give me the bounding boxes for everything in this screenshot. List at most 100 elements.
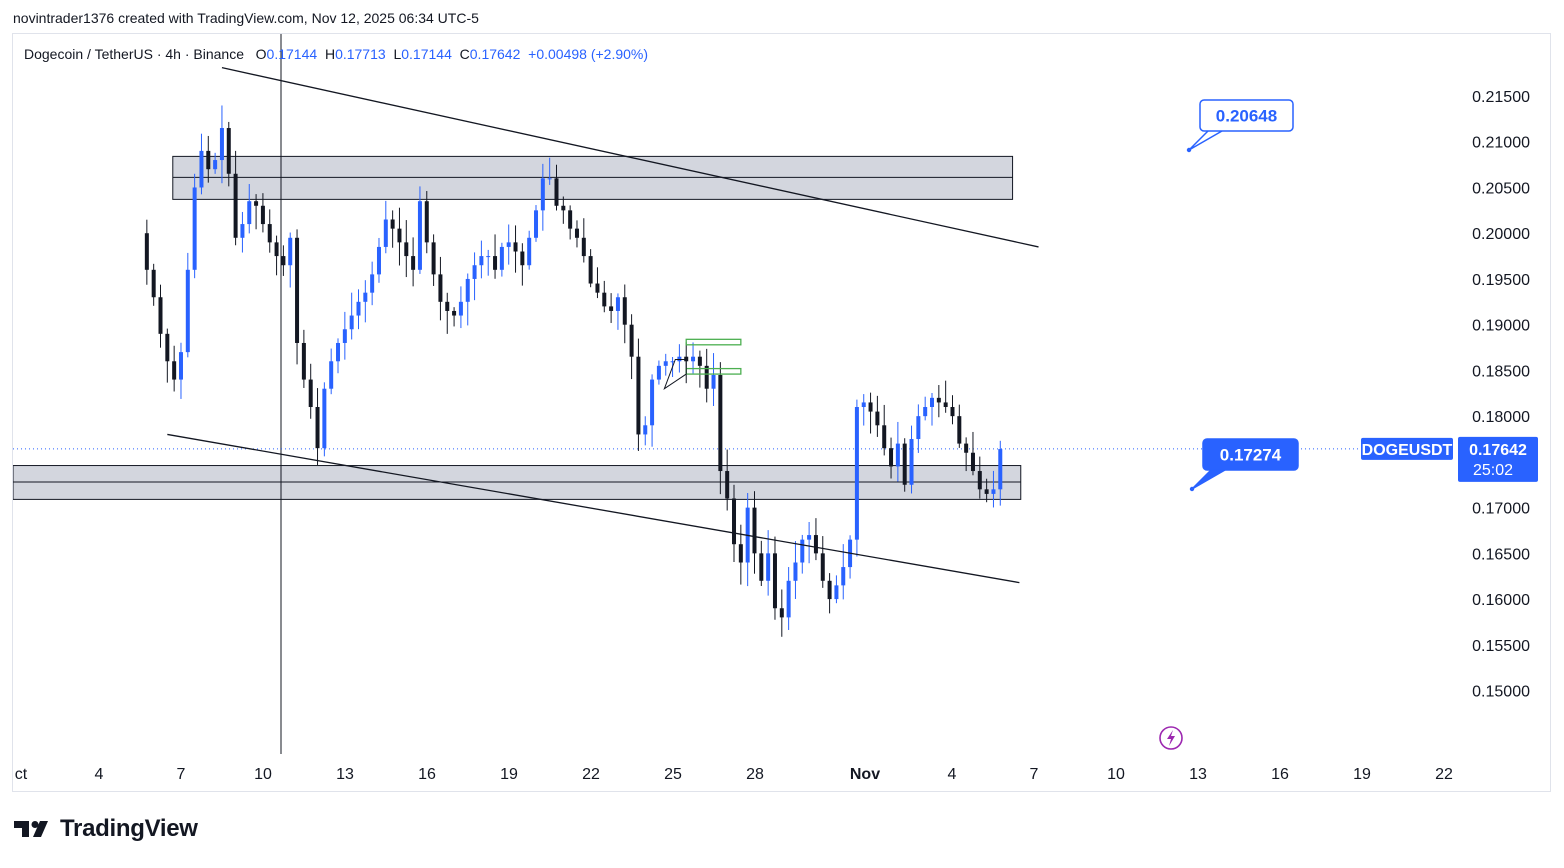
upper-price-callout-label: 0.20648 — [1216, 107, 1277, 126]
pattern-layer — [663, 338, 742, 390]
candle — [568, 205, 573, 240]
candle-body — [376, 246, 381, 275]
chart-frame[interactable]: 0.20648 0.17274 0.21500 0.21000 0.20500 0.20… — [12, 33, 1551, 792]
price-chart[interactable]: 0.20648 0.17274 0.21500 0.21000 0.20500 0.20… — [13, 34, 1551, 792]
candle-body — [411, 256, 416, 270]
candle-body — [322, 388, 327, 449]
zone-layer — [13, 155, 1022, 500]
time-tick-label: 7 — [1030, 766, 1039, 783]
candle — [267, 209, 272, 253]
candle — [417, 186, 422, 274]
candle — [493, 234, 498, 279]
candle — [902, 438, 907, 492]
candle-body — [431, 242, 436, 275]
candle — [165, 328, 170, 383]
candle-body — [452, 310, 457, 316]
legend-close: 0.17642 — [469, 46, 521, 62]
lower-price-callout-label: 0.17274 — [1220, 446, 1282, 465]
candle — [534, 205, 539, 242]
candle-body — [438, 274, 443, 302]
candle-body — [779, 608, 784, 618]
candle — [288, 232, 293, 288]
legend-open-label: O — [255, 46, 267, 62]
candle-body — [889, 448, 894, 467]
candle-body — [472, 265, 477, 279]
candle-body — [998, 449, 1003, 490]
candle-body — [267, 224, 272, 243]
candle — [151, 263, 156, 306]
candle — [718, 362, 723, 495]
candle-body — [144, 233, 149, 270]
candle-body — [561, 205, 566, 211]
candle-body — [964, 443, 969, 453]
candle-body — [977, 471, 982, 490]
candle-body — [711, 374, 716, 389]
time-tick-label: 22 — [1435, 766, 1453, 783]
candle-body — [479, 256, 484, 266]
time-tick-label: 28 — [746, 766, 764, 783]
candle — [185, 252, 190, 358]
candle — [540, 163, 545, 231]
callout-layer: 0.20648 0.17274 — [1186, 99, 1299, 492]
candle-body — [841, 567, 846, 586]
candle — [336, 338, 341, 374]
candle-body — [691, 356, 696, 362]
candle-body — [882, 425, 887, 449]
candle-body — [663, 361, 668, 366]
candle — [970, 431, 975, 476]
candle-body — [861, 402, 866, 408]
candle-body — [329, 361, 334, 389]
time-tick-label: ct — [15, 766, 28, 783]
candle — [445, 292, 450, 334]
candle — [240, 211, 245, 253]
candle — [404, 220, 409, 278]
candle-body — [854, 407, 859, 540]
candle-body — [424, 201, 429, 243]
price-tick-label: 0.16500 — [1472, 546, 1530, 563]
chart-attribution: novintrader1376 created with TradingView… — [13, 10, 479, 26]
candle-body — [370, 274, 375, 293]
candle-body — [950, 407, 955, 417]
candle-body — [752, 507, 757, 554]
candle — [636, 338, 641, 451]
candle-body — [527, 237, 532, 266]
upper-price-callout-anchor — [1186, 147, 1192, 153]
candle — [376, 237, 381, 283]
candle-body — [486, 256, 491, 258]
candle — [977, 456, 982, 499]
time-tick-label: 19 — [1353, 766, 1371, 783]
trendline-layer — [167, 67, 1039, 584]
lower-price-callout-anchor — [1189, 486, 1195, 492]
legend-low-label: L — [393, 46, 402, 62]
candle-body — [588, 256, 593, 284]
price-tick-label: 0.18000 — [1472, 409, 1530, 426]
candle — [943, 380, 948, 413]
candle — [800, 534, 805, 574]
candle — [732, 484, 737, 563]
candle-body — [807, 535, 812, 540]
candle-body — [397, 228, 402, 243]
candle — [629, 314, 634, 380]
price-tick-label: 0.21500 — [1472, 89, 1530, 106]
upper-price-callout-box — [1199, 99, 1294, 132]
flag-pole — [663, 358, 687, 390]
price-tick-label: 0.20500 — [1472, 180, 1530, 197]
candle-body — [704, 365, 709, 389]
candle — [766, 530, 771, 596]
tradingview-logo[interactable]: TradingView — [14, 815, 198, 843]
candle-body — [725, 471, 730, 499]
candle — [813, 518, 818, 561]
candle-body — [718, 374, 723, 472]
candle-body — [520, 251, 525, 266]
candle — [711, 353, 716, 407]
candle — [998, 440, 1003, 506]
price-tick-label: 0.15500 — [1472, 638, 1530, 655]
candle — [827, 573, 832, 614]
candle — [458, 286, 463, 329]
candle-body — [834, 585, 839, 600]
candle-body — [301, 342, 306, 380]
candle — [957, 404, 962, 448]
price-tick-label: 0.18500 — [1472, 363, 1530, 380]
candle-body — [233, 173, 238, 238]
time-tick-label: Nov — [850, 766, 880, 783]
